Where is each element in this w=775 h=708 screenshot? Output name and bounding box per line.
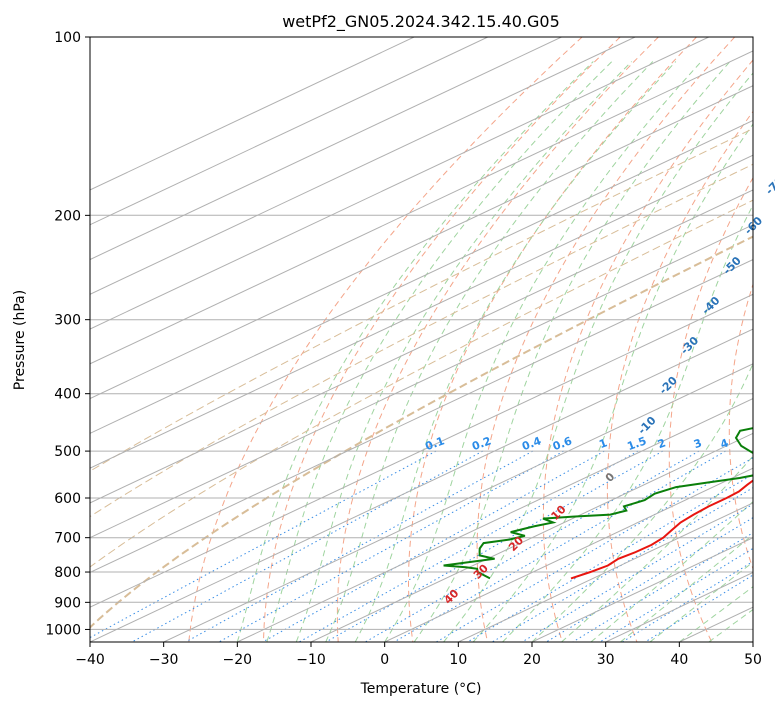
reference-curve [90,163,753,518]
mixing-ratio-line [572,532,753,642]
mixing-ratio-line [492,487,753,642]
isotherm-line [458,502,753,642]
mixing-ratio-line [436,457,753,642]
moist-adiabat [384,61,702,642]
mixing-ratio-label: 0.2 [470,434,493,453]
x-tick-label: −20 [223,652,253,668]
dry-adiabat [188,37,583,642]
isotherm-line [90,37,415,191]
x-tick-label: −30 [149,652,179,668]
isotherm-line [90,37,636,295]
moist-adiabat [531,362,753,642]
mixing-ratio-line [622,560,753,642]
isotherm-line [90,37,562,261]
x-tick-label: 40 [670,652,688,668]
mixing-ratio-label: 0.1 [423,434,446,453]
moist-adiabat [295,61,632,642]
mixing-ratio-line [185,450,534,642]
x-tick-label: 10 [449,652,467,668]
y-tick-label: 800 [54,565,81,581]
mixing-ratio-line [467,473,753,642]
isotherm-line [90,37,489,226]
mixing-ratio-line [298,450,639,642]
y-tick-label: 300 [54,313,81,329]
dry-adiabat [606,110,753,642]
grid-lines [90,37,753,642]
isotherm-line [90,224,753,539]
plot-frame [89,36,754,643]
dewpoint-profile [443,427,753,580]
reference-curve [90,199,753,568]
x-tick-label: 0 [380,652,389,668]
isotherm-line [90,293,753,608]
dry-adiabat [263,37,621,642]
isotherm-line [90,189,753,504]
mixing-ratio-line [262,450,605,642]
y-tick-label: 100 [54,30,81,46]
y-tick-label: 400 [54,387,81,403]
moist-adiabat [561,455,753,642]
mixing-ratio-label: 1.5 [625,434,648,453]
y-axis: 100 200 300 400 500 600 700 800 900 1000 [45,30,90,638]
mixing-ratio-label: 1 [597,436,609,451]
isotherm-line [237,398,753,642]
y-tick-label: 1000 [45,622,81,638]
moist-adiabat [354,61,677,642]
y-tick-label: 200 [54,208,81,224]
x-tick-label: 30 [597,652,615,668]
dry-adiabat [336,37,659,642]
y-tick-label: 700 [54,531,81,547]
isotherm-line [384,467,753,642]
x-tick-label: 50 [744,652,762,668]
chart-title: wetPf2_GN05.2024.342.15.40.G05 [282,12,560,32]
moist-adiabat [266,61,613,642]
isotherm-line [531,537,753,642]
dry-adiabat-label: -70 [763,174,775,197]
isotherm-line [90,258,753,574]
x-axis-title: Temperature (°C) [360,681,482,697]
isotherm-line [90,328,753,642]
x-tick-label: −40 [75,652,105,668]
mixing-ratio-label: 0.4 [520,434,543,453]
y-tick-label: 600 [54,491,81,507]
x-axis: −40 −30 −20 −10 0 10 20 30 40 50 [75,642,762,668]
dry-adiabat [542,59,753,642]
mixing-ratio-line [644,574,753,642]
isotherm-line [163,363,753,642]
reference-curve [90,235,753,629]
x-tick-label: −10 [296,652,326,668]
isotherm-line [310,432,753,642]
isotherm-line [90,50,753,365]
y-axis-title: Pressure (hPa) [12,290,28,390]
isotherm-line [90,154,753,469]
y-tick-label: 900 [54,595,81,611]
mixing-ratio-label: 4 [719,436,731,451]
isotherm-line [90,119,753,434]
moist-adiabat [413,61,731,642]
profile-lines [443,427,753,580]
moist-adiabat [472,123,753,642]
dry-adiabat [476,37,736,642]
reference-curve [90,128,753,472]
x-tick-label: 20 [523,652,541,668]
mixing-ratio-label: 3 [692,436,704,451]
isotherm-line [90,37,710,330]
y-tick-label: 500 [54,444,81,460]
temperature-profile [570,479,753,580]
mixing-ratio-label: 2 [656,436,668,451]
moist-adiabat [236,61,594,642]
moist-adiabat [443,72,753,642]
mixing-ratio-label: 0.6 [551,434,574,453]
mixing-ratio-line [521,503,753,642]
moist-adiabat [590,500,753,642]
isotherm-line [90,85,753,400]
